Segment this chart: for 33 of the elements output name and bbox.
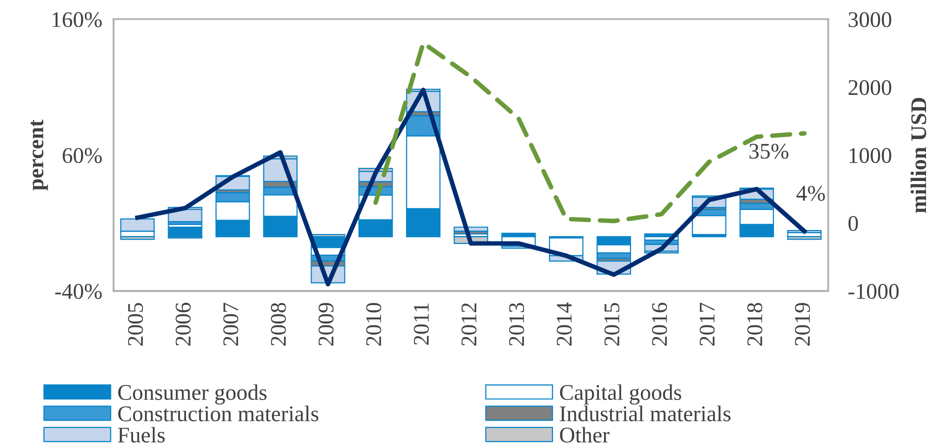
data-label: 4% bbox=[796, 186, 825, 201]
x-tick-label: 2013 bbox=[509, 302, 524, 346]
legend-label: Construction materials bbox=[118, 406, 318, 422]
y2-tick-label: 2000 bbox=[848, 80, 892, 96]
y-tick-label: 160% bbox=[52, 12, 102, 28]
data-label: 35% bbox=[749, 144, 788, 159]
y2-tick-label: -1000 bbox=[848, 284, 899, 299]
x-tick-label: 2009 bbox=[318, 303, 334, 346]
y2-tick-label: 1000 bbox=[850, 148, 892, 164]
x-tick-label: 2017 bbox=[700, 302, 715, 346]
x-tick-label: 2008 bbox=[270, 302, 286, 346]
legend-label: Industrial materials bbox=[560, 406, 730, 422]
x-tick-label: 2019 bbox=[794, 303, 810, 346]
legend-label: Consumer goods bbox=[118, 384, 267, 405]
x-tick-label: 2010 bbox=[366, 302, 382, 346]
x-tick-label: 2014 bbox=[556, 302, 572, 346]
x-tick-label: 2005 bbox=[128, 302, 143, 346]
y2-axis-title: million USD bbox=[910, 98, 926, 213]
y-tick-label: -40% bbox=[55, 284, 102, 299]
y2-tick-label: 3000 bbox=[848, 12, 892, 28]
x-tick-label: 2016 bbox=[652, 302, 668, 346]
y2-tick-label: 0 bbox=[848, 216, 858, 231]
x-tick-label: 2007 bbox=[223, 302, 238, 346]
x-tick-label: 2012 bbox=[461, 303, 476, 346]
legend-label: Other bbox=[560, 426, 610, 443]
legend-label: Capital goods bbox=[560, 384, 682, 405]
legend-label: Fuels bbox=[118, 426, 165, 443]
y-tick-label: 60% bbox=[62, 148, 102, 164]
x-tick-label: 2015 bbox=[604, 302, 620, 346]
y-axis-title: percent bbox=[30, 120, 48, 190]
x-tick-label: 2011 bbox=[414, 303, 429, 345]
x-tick-label: 2006 bbox=[176, 302, 191, 346]
x-tick-label: 2018 bbox=[747, 302, 762, 346]
